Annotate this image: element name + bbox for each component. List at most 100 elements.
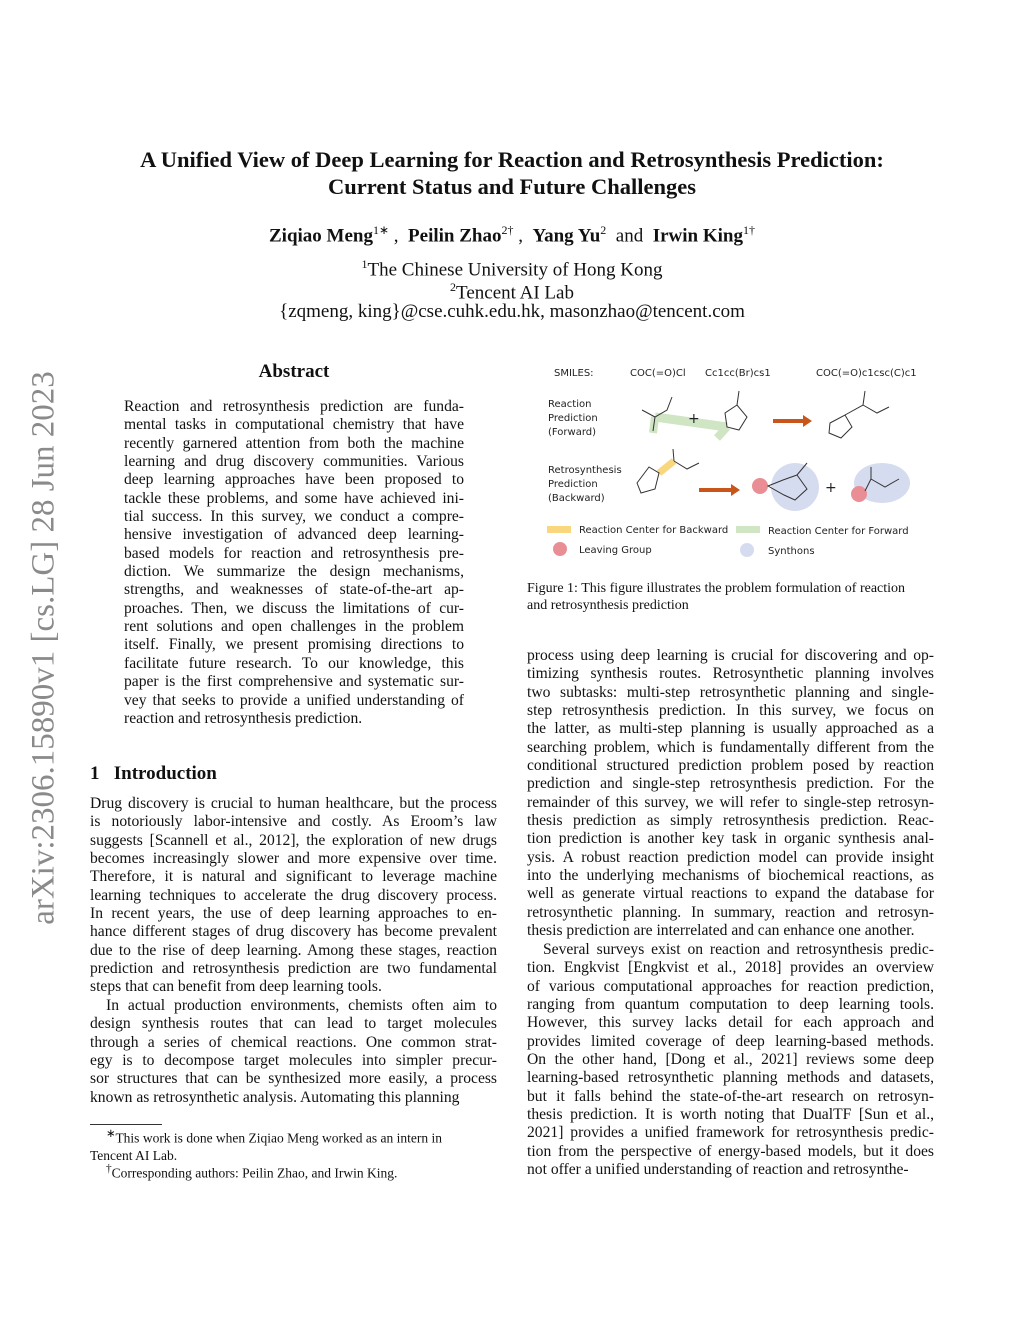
arxiv-stamp: arXiv:2306.15890v1 [cs.LG] 28 Jun 2023 — [25, 371, 62, 925]
intro-paragraph-2: In actual production environments, chemi… — [90, 997, 497, 1107]
right-paragraph-2: Several surveys exist on reaction and re… — [527, 941, 934, 1179]
text-line: learning and drug discovery communities.… — [124, 453, 464, 471]
author-name: Peilin Zhao — [408, 225, 502, 247]
text-line: due to the rise of deep learning. Among … — [90, 941, 497, 959]
right-paragraph-1: process using deep learning is crucial f… — [527, 647, 934, 941]
footnote-rule — [90, 1124, 162, 1125]
molecule-acyl-chloride — [641, 396, 673, 432]
row-label: (Backward) — [548, 493, 605, 504]
smiles: COC(=O)Cl — [630, 368, 686, 379]
text-line: well as generate virtual reactions to ex… — [527, 885, 934, 903]
leaving-group-highlight — [752, 478, 768, 494]
text-line: proaches. Then, we discuss the limitatio… — [124, 599, 464, 617]
plus-icon: + — [688, 411, 700, 427]
intro-paragraph-1: Drug discovery is crucial to human healt… — [90, 795, 497, 997]
text-line: remainder of this survey, we will refer … — [527, 793, 934, 811]
paper-title: A Unified View of Deep Learning for Reac… — [0, 146, 1024, 200]
text-line: tion from the perspective of energy-base… — [527, 1142, 934, 1160]
smiles: COC(=O)c1csc(C)c1 — [816, 368, 917, 379]
text-line: known as retrosynthetic analysis. Automa… — [90, 1088, 460, 1106]
text-line: provides limited coverage of deep learni… — [527, 1032, 934, 1050]
title-line-1: A Unified View of Deep Learning for Reac… — [140, 147, 884, 172]
author-name: Yang Yu — [532, 225, 601, 247]
caption-line: and retrosynthesis prediction — [527, 598, 689, 613]
smiles-label: SMILES: — [554, 368, 594, 379]
text-line: thesis prediction. It is worth noting th… — [527, 1106, 934, 1124]
author-mark: 1∗ — [372, 223, 390, 237]
molecule-synthon — [864, 467, 900, 492]
footnote: ∗This work is done when Ziqiao Meng work… — [90, 1126, 497, 1165]
text-line: based models for reaction and retrosynth… — [124, 544, 464, 562]
text-line: learning techniques to accelerate the dr… — [90, 886, 497, 904]
legend-swatch-synthon — [740, 543, 754, 557]
leaving-group-highlight — [851, 486, 867, 502]
text-line: sor structures that can be synthesized m… — [90, 1070, 497, 1088]
smiles: Cc1cc(Br)cs1 — [705, 368, 771, 379]
legend-label: Reaction Center for Backward — [579, 525, 728, 536]
molecule-bromothiophene — [724, 390, 748, 431]
author-mark: 1† — [742, 223, 755, 237]
author-mark: 2 — [600, 223, 607, 237]
molecule-synthon — [766, 462, 808, 501]
section-number: 1 — [90, 763, 100, 784]
text-line: through a series of chemical reactions. … — [90, 1033, 497, 1051]
legend-swatch-forward — [736, 526, 760, 533]
row-label: Reaction — [548, 399, 591, 410]
text-line: mental tasks in computational chemistry … — [124, 416, 464, 434]
text-line: tial success. In this survey, we conduct… — [124, 508, 464, 526]
footnote: †Corresponding authors: Peilin Zhao, and… — [90, 1161, 497, 1182]
text-line: In actual production environments, chemi… — [106, 997, 497, 1014]
legend-swatch-backward — [547, 526, 571, 533]
text-line: recently garnered attention from both th… — [124, 434, 464, 452]
figure-caption: Figure 1: This figure illustrates the pr… — [527, 580, 934, 614]
text-line: ranging from quantum computation to deep… — [527, 996, 934, 1014]
text-line: facilitate future research. To our knowl… — [124, 654, 464, 672]
emails: {zqmeng, king}@cse.cuhk.edu.hk, masonzha… — [279, 301, 745, 322]
text-line: tackle these problems, and some have ach… — [124, 489, 464, 507]
text-line: However, this survey lacks detail for ea… — [527, 1014, 934, 1032]
text-line: not offer a unified understanding of rea… — [527, 1161, 909, 1179]
text-line: learning-based retrosynthetic planning m… — [527, 1069, 934, 1087]
abstract-body: Reaction and retrosynthesis prediction a… — [124, 398, 464, 728]
author-mark: 2† — [501, 223, 514, 237]
caption-line: Figure 1: This figure illustrates the pr… — [527, 581, 906, 596]
text-line: tion. Engkvist [Engkvist et al., 2018] p… — [527, 959, 934, 977]
molecule-product — [828, 390, 890, 439]
plus-icon: + — [825, 480, 837, 496]
text-line: In recent years, the use of deep learnin… — [90, 905, 497, 923]
footnote-text: Tencent AI Lab. — [90, 1148, 178, 1163]
text-line: becomes increasingly slower and more exp… — [90, 850, 497, 868]
text-line: rent solutions and open challenges in th… — [124, 618, 464, 636]
abstract-heading: Abstract — [258, 361, 330, 382]
text-line: reaction and retrosynthesis prediction. — [124, 709, 363, 727]
text-line: searching problem, which is fundamentall… — [527, 738, 934, 756]
legend-swatch-leaving — [553, 542, 567, 556]
aff-mark: 2 — [450, 280, 457, 294]
text-line: design synthesis routes that can lead to… — [90, 1015, 497, 1033]
text-line: hensive investigation of advanced deep l… — [124, 526, 464, 544]
aff-name: The Chinese University of Hong Kong — [367, 259, 663, 281]
text-line: hance different stages of drug discovery… — [90, 923, 497, 941]
row-label: Prediction — [548, 479, 598, 490]
text-line: itself. Finally, we present promising di… — [124, 636, 464, 654]
text-line: into the underlying mechanisms of bioche… — [527, 867, 934, 885]
text-line: Several surveys exist on reaction and re… — [543, 941, 934, 958]
author-list: Ziqiao Meng1∗ , Peilin Zhao2† , Yang Yu2… — [269, 223, 755, 247]
text-line: retrosynthetic planning. In summary, rea… — [527, 903, 934, 921]
text-line: ysis. A robust reaction prediction model… — [527, 848, 934, 866]
affiliation: 1The Chinese University of Hong Kong — [0, 253, 1024, 281]
section-title: Introduction — [113, 763, 217, 784]
text-line: prediction and retrosynthesis prediction… — [90, 960, 497, 978]
synthon-highlight — [771, 463, 819, 511]
footnote-text: Corresponding authors: Peilin Zhao, and … — [111, 1165, 398, 1181]
text-line: diction. We summarize the design mechani… — [124, 563, 464, 581]
title-line-2: Current Status and Future Challenges — [328, 174, 696, 199]
text-line: deep learning approaches have been propo… — [124, 471, 464, 489]
forward-center-highlight — [654, 412, 728, 432]
text-line: process using deep learning is crucial f… — [527, 647, 934, 664]
text-line: Therefore, it is natural and significant… — [90, 868, 497, 886]
text-line: strengths, and weaknesses of state-of-th… — [124, 581, 464, 599]
text-line: step retrosynthesis prediction. In this … — [527, 702, 934, 720]
molecule-target — [636, 448, 700, 494]
